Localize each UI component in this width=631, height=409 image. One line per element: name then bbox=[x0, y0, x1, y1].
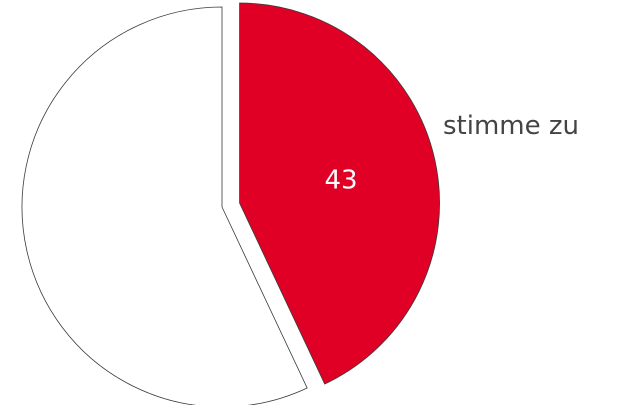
labels-layer: 43 stimme zu bbox=[325, 111, 580, 195]
pie-slice-stimme-zu bbox=[239, 2, 440, 385]
slice-value-label: 43 bbox=[325, 165, 358, 195]
slices-layer bbox=[21, 2, 440, 408]
slice-category-label: stimme zu bbox=[443, 111, 579, 141]
